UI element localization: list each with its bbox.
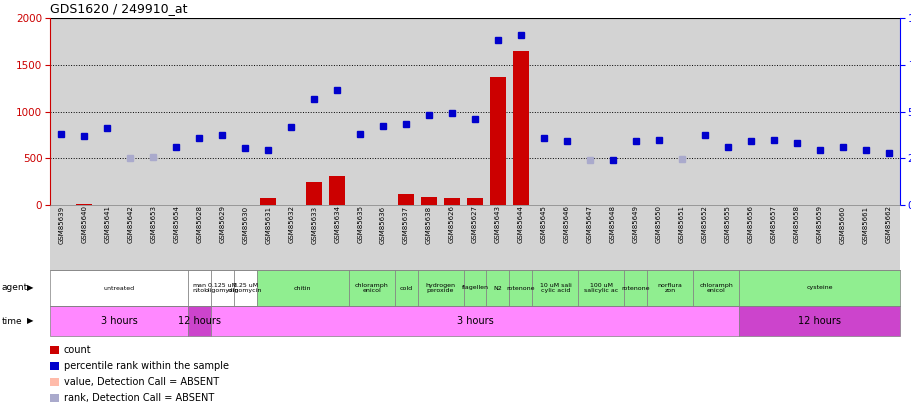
Text: untreated: untreated xyxy=(103,286,134,290)
Text: rotenone: rotenone xyxy=(621,286,650,290)
Text: GSM85636: GSM85636 xyxy=(380,205,385,243)
Text: GSM85650: GSM85650 xyxy=(655,205,661,243)
Text: rotenone: rotenone xyxy=(507,286,535,290)
Bar xyxy=(512,51,528,205)
Text: GSM85634: GSM85634 xyxy=(333,205,340,243)
Text: GSM85642: GSM85642 xyxy=(128,205,133,243)
Text: GSM85626: GSM85626 xyxy=(448,205,455,243)
Text: GSM85657: GSM85657 xyxy=(770,205,776,243)
Bar xyxy=(306,181,322,205)
Text: 100 uM
salicylic ac: 100 uM salicylic ac xyxy=(584,283,618,293)
Text: 3 hours: 3 hours xyxy=(100,316,138,326)
Text: GSM85660: GSM85660 xyxy=(839,205,844,243)
Text: N2: N2 xyxy=(493,286,502,290)
Text: GSM85643: GSM85643 xyxy=(495,205,500,243)
Text: chloramph
enicol: chloramph enicol xyxy=(354,283,388,293)
Text: GSM85637: GSM85637 xyxy=(403,205,409,243)
Text: percentile rank within the sample: percentile rank within the sample xyxy=(64,361,229,371)
Text: 1.25 uM
oligomycin: 1.25 uM oligomycin xyxy=(228,283,262,293)
Text: hydrogen
peroxide: hydrogen peroxide xyxy=(425,283,455,293)
Text: GSM85627: GSM85627 xyxy=(472,205,477,243)
Text: GSM85651: GSM85651 xyxy=(678,205,684,243)
Text: GSM85633: GSM85633 xyxy=(311,205,317,243)
Text: 3 hours: 3 hours xyxy=(456,316,493,326)
Text: cysteine: cysteine xyxy=(805,286,832,290)
Text: GSM85647: GSM85647 xyxy=(586,205,592,243)
Bar xyxy=(421,196,436,205)
Text: GSM85662: GSM85662 xyxy=(885,205,891,243)
Bar xyxy=(397,194,414,205)
Text: chloramph
enicol: chloramph enicol xyxy=(699,283,732,293)
Text: 12 hours: 12 hours xyxy=(178,316,220,326)
Bar xyxy=(260,198,276,205)
Text: GSM85649: GSM85649 xyxy=(632,205,638,243)
Text: GSM85653: GSM85653 xyxy=(150,205,156,243)
Text: ▶: ▶ xyxy=(27,284,34,292)
Text: GSM85632: GSM85632 xyxy=(288,205,294,243)
Bar xyxy=(77,204,92,205)
Text: GSM85661: GSM85661 xyxy=(862,205,867,243)
Text: GSM85646: GSM85646 xyxy=(563,205,569,243)
Text: GSM85630: GSM85630 xyxy=(242,205,248,243)
Bar xyxy=(489,77,506,205)
Text: man
nitol: man nitol xyxy=(192,283,206,293)
Text: time: time xyxy=(2,316,23,326)
Text: count: count xyxy=(64,345,91,355)
Text: GSM85648: GSM85648 xyxy=(609,205,615,243)
Text: GSM85638: GSM85638 xyxy=(425,205,432,243)
Text: GSM85659: GSM85659 xyxy=(815,205,822,243)
Bar xyxy=(466,198,483,205)
Text: ▶: ▶ xyxy=(27,316,34,326)
Text: GSM85654: GSM85654 xyxy=(173,205,179,243)
Text: value, Detection Call = ABSENT: value, Detection Call = ABSENT xyxy=(64,377,219,387)
Text: GSM85644: GSM85644 xyxy=(517,205,524,243)
Text: 12 hours: 12 hours xyxy=(797,316,840,326)
Text: 0.125 uM
oligomycin: 0.125 uM oligomycin xyxy=(205,283,240,293)
Text: GSM85628: GSM85628 xyxy=(196,205,202,243)
Text: rank, Detection Call = ABSENT: rank, Detection Call = ABSENT xyxy=(64,393,214,403)
Text: GSM85655: GSM85655 xyxy=(724,205,730,243)
Text: chitin: chitin xyxy=(293,286,312,290)
Text: GSM85652: GSM85652 xyxy=(701,205,707,243)
Text: GDS1620 / 249910_at: GDS1620 / 249910_at xyxy=(50,2,188,15)
Text: GSM85658: GSM85658 xyxy=(793,205,799,243)
Bar xyxy=(444,198,459,205)
Text: flagellen: flagellen xyxy=(461,286,488,290)
Text: cold: cold xyxy=(399,286,412,290)
Text: GSM85645: GSM85645 xyxy=(540,205,547,243)
Text: GSM85631: GSM85631 xyxy=(265,205,271,243)
Text: GSM85641: GSM85641 xyxy=(105,205,110,243)
Text: GSM85639: GSM85639 xyxy=(58,205,65,243)
Text: agent: agent xyxy=(2,284,28,292)
Text: norflura
zon: norflura zon xyxy=(657,283,682,293)
Text: 10 uM sali
cylic acid: 10 uM sali cylic acid xyxy=(539,283,570,293)
Bar xyxy=(329,176,345,205)
Text: GSM85640: GSM85640 xyxy=(81,205,87,243)
Text: GSM85635: GSM85635 xyxy=(357,205,363,243)
Text: GSM85656: GSM85656 xyxy=(747,205,752,243)
Text: GSM85629: GSM85629 xyxy=(219,205,225,243)
